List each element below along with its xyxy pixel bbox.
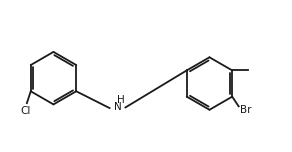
Text: N: N xyxy=(114,102,122,112)
Text: Cl: Cl xyxy=(21,106,31,116)
Text: Br: Br xyxy=(240,105,252,115)
Text: H: H xyxy=(117,95,125,105)
